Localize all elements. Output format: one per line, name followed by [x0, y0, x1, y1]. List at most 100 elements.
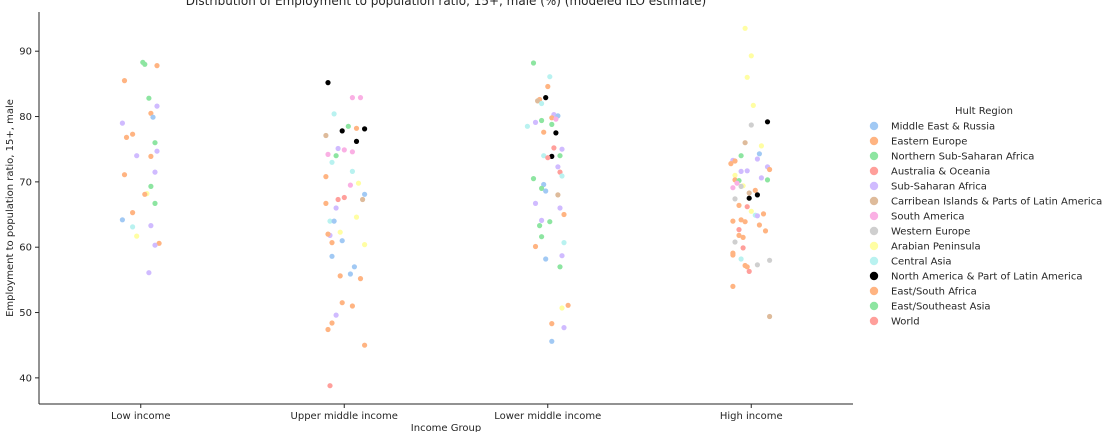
data-point	[532, 200, 539, 206]
data-point	[329, 320, 335, 326]
data-point	[355, 180, 362, 186]
data-point	[148, 223, 154, 229]
data-point	[524, 123, 531, 129]
data-point	[557, 169, 563, 175]
x-axis-title: Income Group	[411, 423, 481, 432]
data-point	[349, 95, 355, 101]
data-point	[547, 74, 553, 80]
data-point	[732, 172, 738, 178]
data-point	[152, 140, 158, 146]
legend-label: South America	[891, 212, 965, 223]
data-point	[730, 185, 736, 191]
data-point	[130, 224, 136, 230]
data-point	[323, 174, 329, 180]
data-point	[349, 303, 355, 309]
data-point	[134, 153, 140, 159]
data-point	[754, 262, 761, 268]
data-point	[559, 146, 565, 152]
data-point	[327, 383, 333, 389]
data-point	[543, 256, 549, 262]
data-point	[752, 187, 758, 193]
data-point	[758, 143, 765, 149]
data-point	[730, 218, 736, 224]
data-point	[532, 119, 539, 125]
data-point	[156, 240, 162, 246]
legend-label: Sub-Saharan Africa	[891, 182, 987, 193]
data-point	[767, 257, 773, 263]
data-point	[549, 115, 555, 121]
data-point	[754, 192, 761, 198]
data-point	[736, 202, 742, 208]
data-point	[764, 119, 771, 125]
data-point	[349, 149, 355, 155]
data-point	[329, 159, 335, 165]
x-tick-label: High income	[720, 411, 783, 422]
data-point	[543, 188, 549, 194]
data-point	[362, 191, 368, 197]
data-point	[744, 74, 750, 80]
data-point	[738, 153, 744, 159]
legend-label: Middle East & Russia	[891, 122, 995, 133]
legend-marker	[869, 211, 879, 221]
data-point	[341, 147, 347, 153]
data-point	[333, 205, 339, 211]
data-point	[742, 140, 748, 146]
data-point	[756, 222, 763, 228]
data-point	[535, 98, 541, 104]
legend-marker	[869, 316, 879, 326]
data-point	[742, 219, 748, 225]
data-point	[323, 200, 329, 206]
data-point	[559, 305, 565, 311]
data-point	[732, 158, 738, 164]
data-point	[150, 114, 156, 120]
y-tick-label: 70	[19, 177, 32, 188]
data-point	[541, 129, 547, 135]
data-point	[347, 271, 353, 277]
data-point	[543, 95, 549, 101]
data-point	[744, 168, 750, 174]
data-point	[746, 268, 752, 274]
data-point	[557, 153, 563, 159]
legend-marker	[869, 136, 879, 146]
y-tick-label: 80	[19, 112, 32, 123]
data-point	[362, 242, 368, 248]
data-point	[329, 253, 335, 259]
data-point	[333, 153, 339, 159]
data-point	[736, 232, 742, 238]
data-point	[732, 196, 738, 202]
data-point	[730, 252, 736, 258]
data-point	[353, 138, 360, 144]
data-point	[335, 145, 341, 152]
data-point	[754, 156, 761, 162]
data-point	[547, 219, 553, 225]
data-point	[353, 214, 360, 220]
legend-marker	[869, 166, 879, 176]
legend-marker	[869, 151, 879, 161]
data-point	[325, 231, 331, 237]
data-point	[539, 234, 545, 240]
legend-label: Australia & Oceania	[891, 167, 990, 178]
data-point	[565, 302, 571, 308]
legend-label: World	[891, 317, 920, 328]
data-point	[349, 168, 355, 174]
legend-marker	[869, 286, 879, 296]
data-point	[154, 148, 160, 154]
data-point	[362, 126, 368, 132]
data-point	[331, 218, 337, 224]
data-point	[130, 210, 136, 216]
legend-marker	[869, 301, 879, 311]
data-point	[119, 217, 125, 223]
data-point	[152, 200, 158, 206]
data-point	[748, 208, 754, 214]
data-point	[551, 145, 557, 151]
data-point	[736, 227, 742, 233]
plot-points	[119, 25, 773, 389]
legend-marker	[869, 241, 879, 251]
data-point	[337, 229, 343, 235]
data-point	[549, 153, 555, 159]
data-point	[738, 217, 744, 223]
legend-label: East/South Africa	[891, 287, 977, 298]
data-point	[539, 100, 545, 107]
y-tick-label: 50	[19, 308, 32, 319]
